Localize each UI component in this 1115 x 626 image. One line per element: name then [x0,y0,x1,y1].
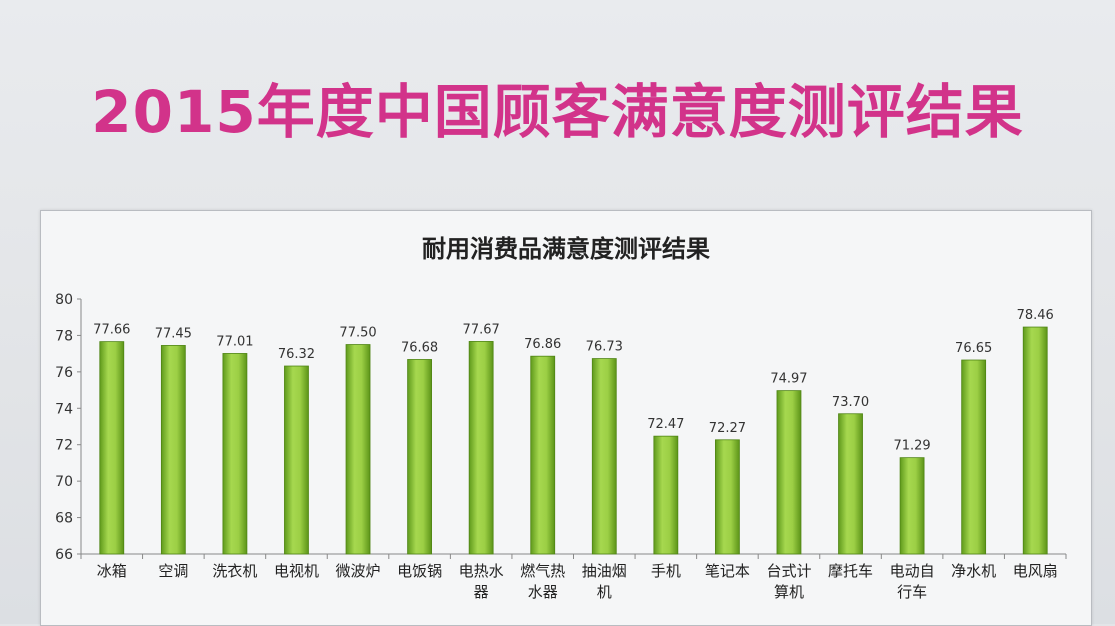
category-label-1: 空调 [158,562,188,580]
category-label-14: 净水机 [951,562,996,580]
chart-panel: 耐用消费品满意度测评结果 66 68 70 72 74 76 78 80 77.66 冰箱 77.… [40,210,1092,626]
category-label-15: 电风扇 [1013,562,1058,580]
value-label-14: 76.65 [955,341,992,356]
y-tick-label: 72 [55,438,73,454]
bar-1 [160,345,186,555]
category-label-5: 电饭锅 [397,562,442,580]
labels-layer: 77.66 冰箱 77.45 空调 77.01 洗衣机 76.32 电视机 77.50 微波炉 76… [93,308,1058,601]
category-label-4: 微波炉 [336,562,381,580]
y-tick-label: 78 [55,328,73,344]
bar-6 [468,341,494,555]
bar-13 [899,457,925,555]
y-tick-label: 66 [55,547,73,563]
category-label-0: 冰箱 [97,562,127,580]
bar-8 [591,358,617,555]
value-label-10: 72.27 [709,421,746,436]
value-label-3: 76.32 [278,347,315,362]
category-label-10: 笔记本 [705,562,750,580]
y-tick-label: 68 [55,511,73,527]
bar-0 [99,341,125,555]
chart-title: 耐用消费品满意度测评结果 [422,235,710,263]
bar-9 [653,435,679,555]
value-label-12: 73.70 [832,395,869,410]
value-label-7: 76.86 [524,337,561,352]
page-title: 2015年度中国顾客满意度测评结果 [91,78,1024,146]
value-label-13: 71.29 [893,439,930,454]
bar-12 [838,413,863,555]
value-label-9: 72.47 [647,417,684,432]
category-label-11: 台式计算机 [766,562,811,601]
bar-10 [715,439,740,555]
category-label-8: 抽油烟机 [582,562,627,601]
value-label-0: 77.66 [93,323,130,338]
y-tick-label: 70 [55,474,73,490]
value-label-6: 77.67 [463,322,500,337]
y-tick-label: 74 [55,401,73,417]
value-label-11: 74.97 [770,372,807,387]
bar-7 [530,355,556,555]
category-label-2: 洗衣机 [212,562,257,580]
value-label-2: 77.01 [216,334,253,349]
bar-14 [961,359,987,555]
bar-5 [407,359,432,555]
value-label-5: 76.68 [401,340,438,355]
value-label-4: 77.50 [339,326,376,341]
y-tick-label: 80 [55,292,73,308]
category-label-6: 电热水器 [459,562,504,601]
category-label-3: 电视机 [274,562,319,580]
bar-15 [1022,326,1048,555]
category-label-12: 摩托车 [828,562,873,580]
bar-2 [222,353,248,555]
value-label-8: 76.73 [586,340,623,355]
bars-layer [99,326,1048,555]
value-label-15: 78.46 [1017,308,1054,323]
bar-11 [776,390,802,555]
category-label-9: 手机 [651,562,681,580]
value-label-1: 77.45 [155,326,192,341]
category-label-13: 电动自行车 [890,562,935,601]
bar-4 [345,344,371,555]
y-tick-label: 76 [55,365,73,381]
category-label-7: 燃气热水器 [520,562,565,601]
bar-3 [284,365,309,555]
